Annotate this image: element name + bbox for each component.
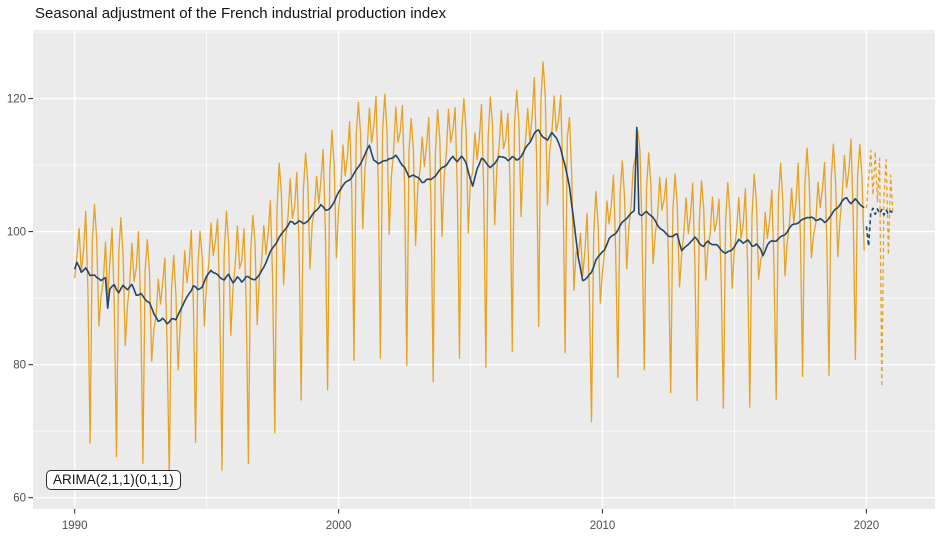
y-tick-label: 100 (7, 227, 26, 239)
x-tick-label: 2010 (590, 520, 616, 532)
y-tick-label: 120 (7, 94, 26, 106)
axis-ticks (28, 97, 867, 514)
y-tick-label: 80 (13, 360, 26, 372)
x-axis-labels: 1990 2000 2010 2020 (62, 520, 879, 532)
series-unadjusted-line (74, 61, 865, 477)
chart-title: Seasonal adjustment of the French indust… (35, 5, 447, 22)
forecast-unadjusted-line (865, 149, 894, 388)
y-axis-labels: 60 80 100 120 (7, 94, 26, 505)
series-adjusted-line (73, 126, 865, 325)
x-tick-label: 1990 (62, 520, 88, 532)
model-annotation: ARIMA(2,1,1)(0,1,1) (46, 470, 181, 490)
y-tick-label: 60 (13, 493, 26, 505)
gridlines-minor (33, 30, 935, 509)
x-tick-label: 2000 (326, 520, 352, 532)
x-tick-label: 2020 (854, 520, 880, 532)
